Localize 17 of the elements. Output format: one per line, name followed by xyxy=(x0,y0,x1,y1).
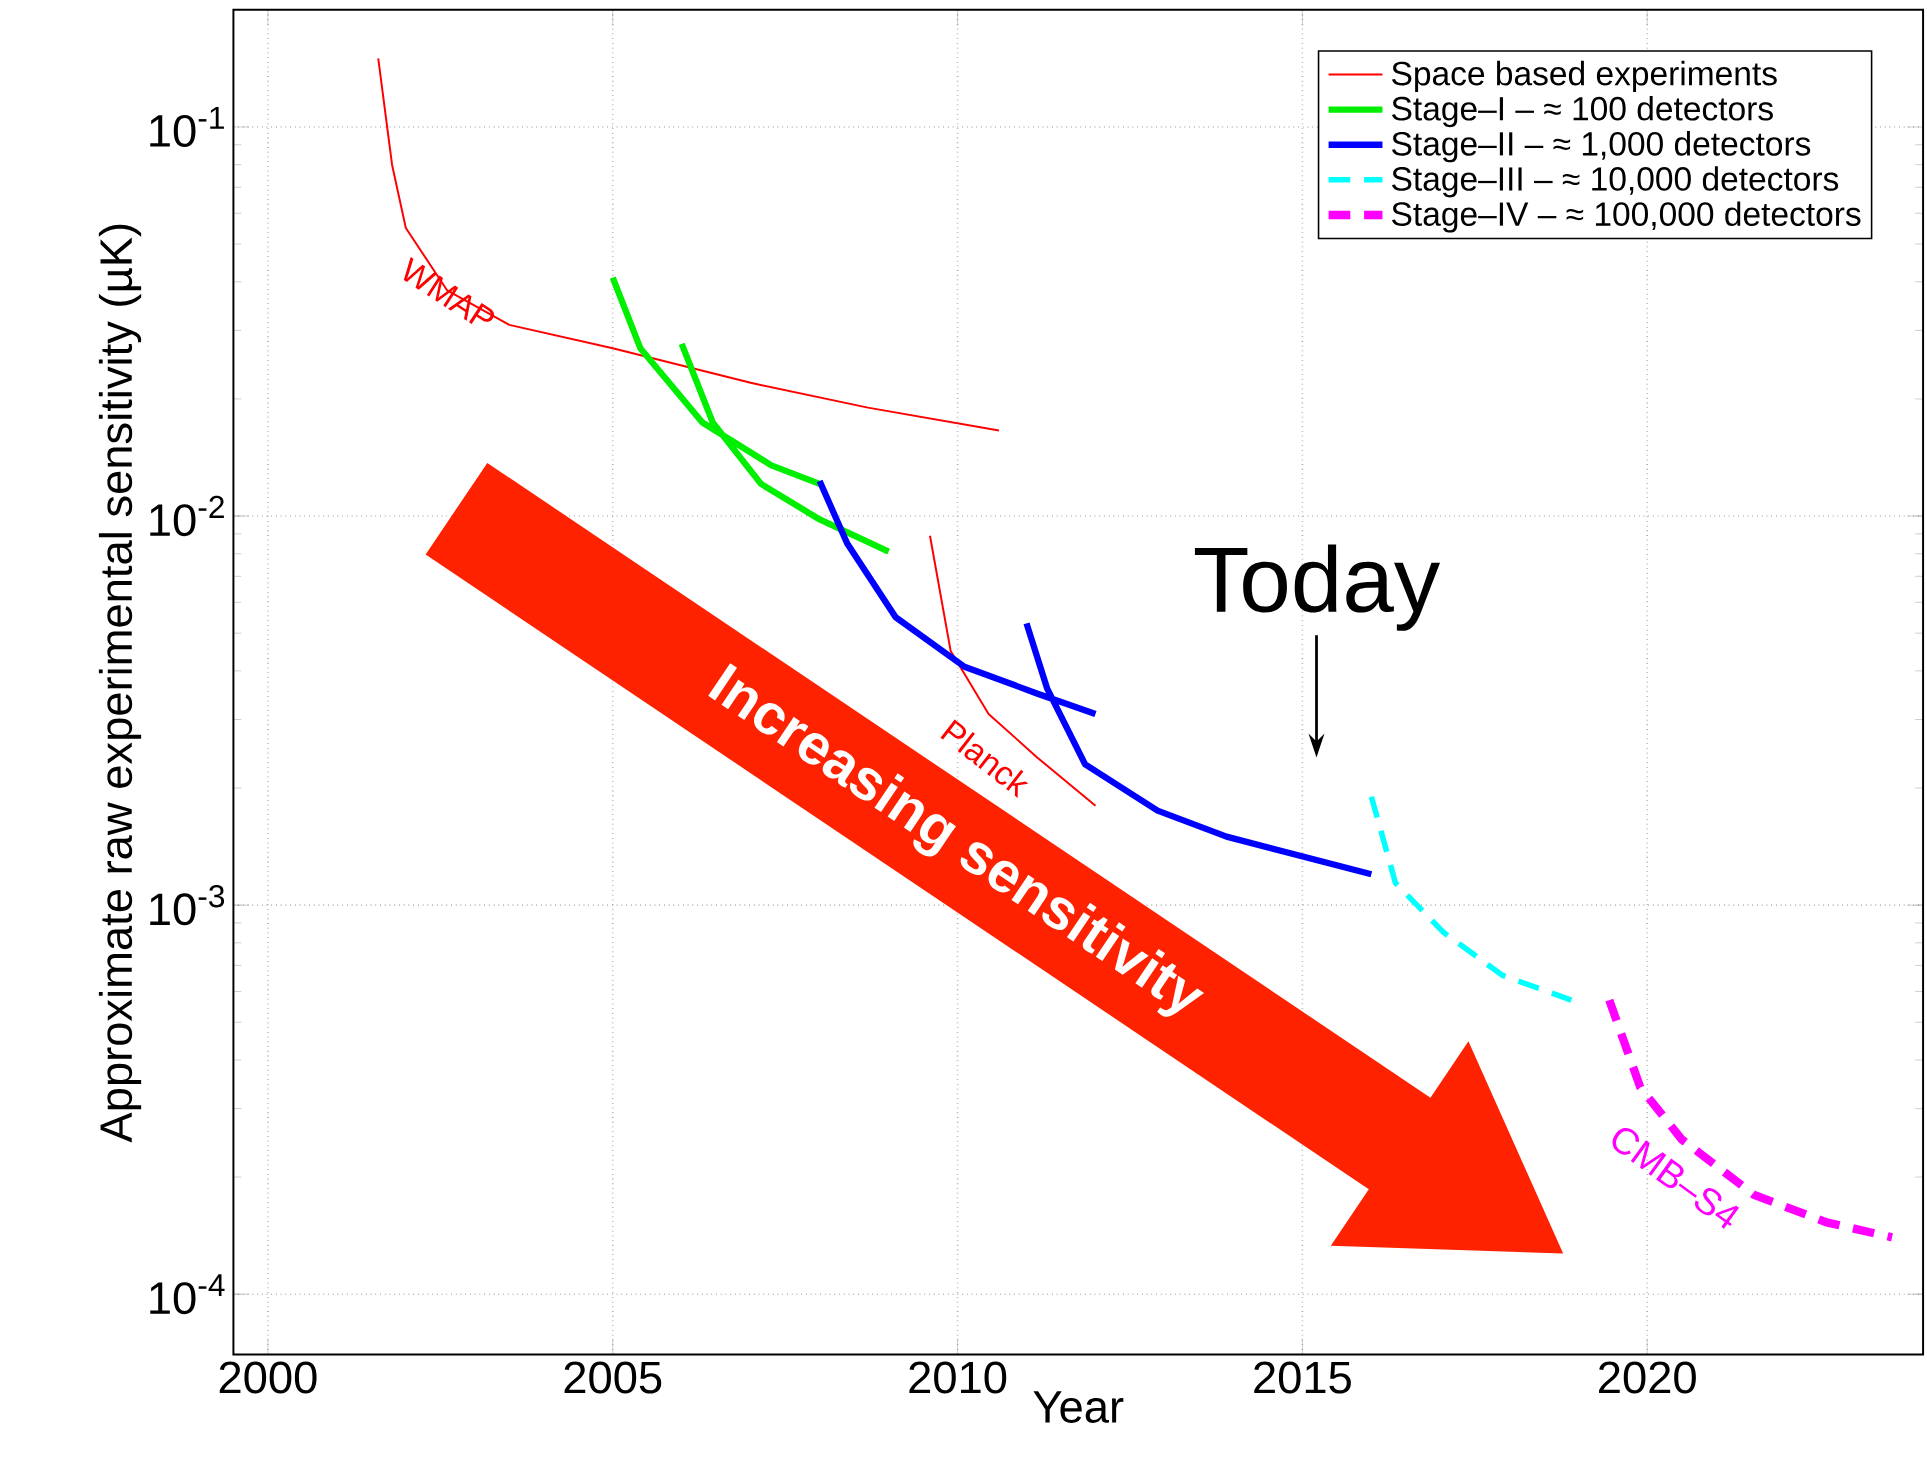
legend-label: Space based experiments xyxy=(1392,61,1777,93)
y-tick-label: 10$^{-3}$ xyxy=(150,885,225,926)
legend-label: Stage–I – ≈ 100 detectors xyxy=(1392,96,1773,128)
x-tick-label: 2000 xyxy=(219,1361,317,1394)
x-tick-label: 2020 xyxy=(1599,1361,1696,1394)
y-tick-label: 10$^{-1}$ xyxy=(150,107,224,148)
annotation: Today xyxy=(1194,544,1441,632)
y-tick-label: 10$^{-2}$ xyxy=(150,496,224,537)
legend-label: Stage–II – ≈ 1,000 detectors xyxy=(1392,131,1811,163)
x-axis-title: Year xyxy=(1033,1391,1124,1424)
y-axis-title: Approximate raw experimental sensitivity (µK) xyxy=(98,224,142,1143)
x-tick-label: 2005 xyxy=(564,1361,662,1394)
x-tick-label: 2010 xyxy=(909,1361,1007,1394)
x-tick-label: 2015 xyxy=(1254,1361,1351,1394)
y-tick-label: 10$^{-4}$ xyxy=(150,1274,225,1315)
legend-label: Stage–IV – ≈ 100,000 detectors xyxy=(1392,201,1861,233)
legend-label: Stage–III – ≈ 10,000 detectors xyxy=(1392,166,1839,198)
